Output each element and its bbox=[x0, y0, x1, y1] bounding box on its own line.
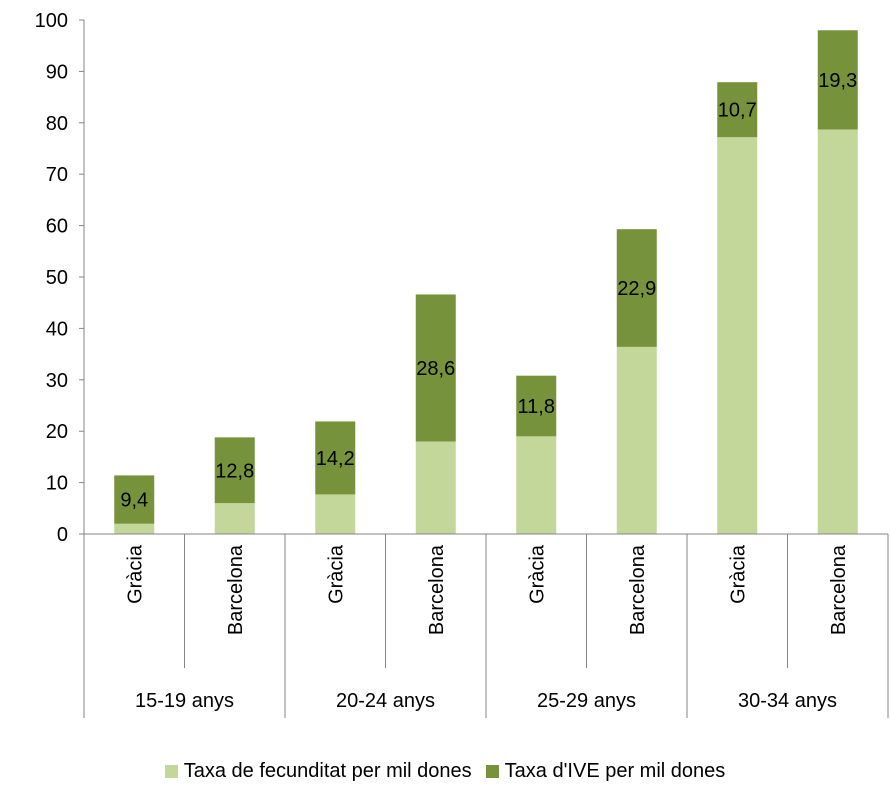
y-tick-label: 70 bbox=[46, 164, 68, 186]
y-tick-label: 60 bbox=[46, 216, 68, 238]
data-label-ive: 19,3 bbox=[818, 70, 857, 92]
x-category-label: Gràcia bbox=[124, 544, 146, 604]
x-category-label: Barcelona bbox=[225, 544, 247, 635]
x-group-label: 25-29 anys bbox=[537, 690, 636, 712]
bar-fecunditat bbox=[616, 346, 657, 534]
legend-swatch-fecunditat bbox=[164, 764, 178, 778]
y-tick-label: 90 bbox=[46, 61, 68, 83]
x-category-label: Gràcia bbox=[325, 544, 347, 604]
x-axis: Gràcia Barcelona Gràcia Barcelona Gràcia Barc… bbox=[83, 533, 889, 718]
legend-item-ive: Taxa d'IVE per mil dones bbox=[485, 759, 726, 783]
data-labels: 9,4 12,8 14,2 28,6 11,8 22,9 10,7 19,3 bbox=[120, 70, 857, 512]
bar-ive bbox=[817, 30, 858, 130]
y-tick-label: 30 bbox=[46, 370, 68, 392]
y-tick-label: 20 bbox=[46, 421, 68, 443]
legend-item-fecunditat: Taxa de fecunditat per mil dones bbox=[164, 759, 472, 783]
bar-ive bbox=[717, 82, 758, 138]
bar-fecunditat bbox=[214, 503, 255, 534]
axes: 0 10 20 30 40 50 60 70 80 90 100 bbox=[35, 10, 85, 546]
bar-ive bbox=[616, 229, 657, 347]
legend-swatch-ive bbox=[485, 764, 499, 778]
y-tick-label: 10 bbox=[46, 473, 68, 495]
x-group-label: 15-19 anys bbox=[135, 690, 234, 712]
x-category-label: Gràcia bbox=[727, 544, 749, 604]
data-label-ive: 14,2 bbox=[316, 448, 355, 470]
data-label-ive: 11,8 bbox=[518, 396, 555, 418]
bar-fecunditat bbox=[516, 436, 557, 534]
bar-fecunditat bbox=[415, 441, 456, 534]
x-category-label: Barcelona bbox=[627, 544, 649, 635]
y-tick-label: 100 bbox=[35, 10, 68, 32]
y-tick-label: 50 bbox=[46, 267, 68, 289]
y-tick-label: 0 bbox=[57, 524, 68, 546]
bars bbox=[114, 30, 858, 534]
legend: Taxa de fecunditat per mil dones Taxa d'… bbox=[0, 751, 890, 791]
bar-ive bbox=[415, 294, 456, 442]
y-tick-label: 40 bbox=[46, 318, 68, 340]
legend-label-ive: Taxa d'IVE per mil dones bbox=[504, 759, 726, 782]
bar-ive bbox=[516, 375, 557, 437]
y-tick-label: 80 bbox=[46, 113, 68, 135]
x-group-label: 30-34 anys bbox=[738, 690, 837, 712]
x-category-label: Barcelona bbox=[828, 544, 850, 635]
bar-ive bbox=[114, 475, 155, 524]
x-group-label: 20-24 anys bbox=[336, 690, 435, 712]
bar-ive bbox=[214, 437, 255, 504]
data-label-ive: 9,4 bbox=[120, 490, 148, 512]
stacked-bar-chart: 0 10 20 30 40 50 60 70 80 90 100 9,4 12,8 14,2 28,6 11… bbox=[35, 10, 889, 718]
bar-fecunditat bbox=[717, 137, 758, 534]
x-category-label: Gràcia bbox=[526, 544, 548, 604]
data-label-ive: 10,7 bbox=[718, 100, 757, 122]
data-label-ive: 28,6 bbox=[416, 358, 455, 380]
data-label-ive: 22,9 bbox=[617, 278, 656, 300]
legend-label-fecunditat: Taxa de fecunditat per mil dones bbox=[183, 759, 472, 782]
bar-fecunditat bbox=[114, 523, 155, 534]
bar-fecunditat bbox=[315, 494, 356, 534]
data-label-ive: 12,8 bbox=[215, 460, 254, 482]
bar-fecunditat bbox=[817, 129, 858, 534]
x-category-label: Barcelona bbox=[426, 544, 448, 635]
bar-ive bbox=[315, 421, 356, 495]
